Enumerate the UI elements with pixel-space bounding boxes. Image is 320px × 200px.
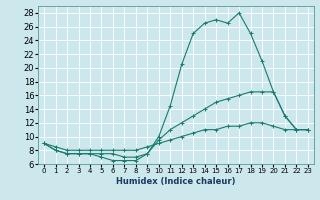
X-axis label: Humidex (Indice chaleur): Humidex (Indice chaleur) <box>116 177 236 186</box>
